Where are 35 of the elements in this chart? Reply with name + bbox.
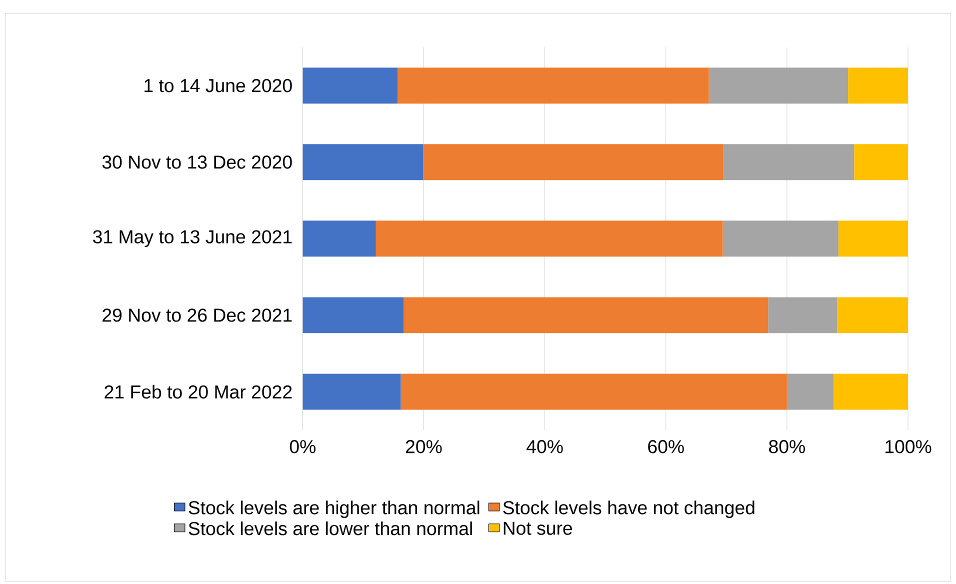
bar: [302, 144, 424, 180]
bar: [722, 220, 838, 257]
bar: [768, 297, 838, 334]
bar: [854, 144, 908, 180]
bar: [834, 374, 908, 410]
x-tick-label: 40%: [526, 440, 563, 454]
x-tick-label: 100%: [886, 440, 932, 454]
bar: [708, 68, 848, 104]
y-tick-label: 30 Nov to 13 Dec 2020: [102, 156, 292, 169]
y-tick-label: 31 May to 13 June 2021: [93, 230, 292, 248]
bar: [302, 220, 376, 257]
x-tick-label: 80%: [769, 440, 805, 454]
x-tick-label: 20%: [406, 440, 442, 454]
bar: [302, 374, 401, 410]
bar: [838, 220, 908, 257]
y-tick-label: 21 Feb to 20 Mar 2022: [104, 384, 292, 399]
bar: [404, 297, 768, 334]
y-tick-label: 29 Nov to 26 Dec 2021: [102, 308, 292, 322]
bar: [398, 68, 709, 104]
legend-label: Stock levels have not changed: [503, 500, 754, 518]
bar: [786, 374, 834, 410]
bar: [376, 220, 723, 257]
legend-label: Stock levels are lower than normal: [188, 521, 472, 536]
legend-label: Not sure: [504, 522, 572, 535]
bar: [837, 297, 908, 334]
y-tick-label: 1 to 14 June 2020: [144, 78, 292, 92]
x-tick-label: 60%: [648, 440, 684, 454]
legend-label: Stock levels are higher than normal: [188, 500, 480, 518]
bar: [400, 374, 787, 410]
bar: [848, 68, 908, 104]
bar: [302, 297, 404, 334]
bar: [723, 144, 854, 180]
x-tick-label: 0%: [290, 440, 316, 454]
bar: [423, 144, 724, 180]
bar: [302, 68, 398, 104]
